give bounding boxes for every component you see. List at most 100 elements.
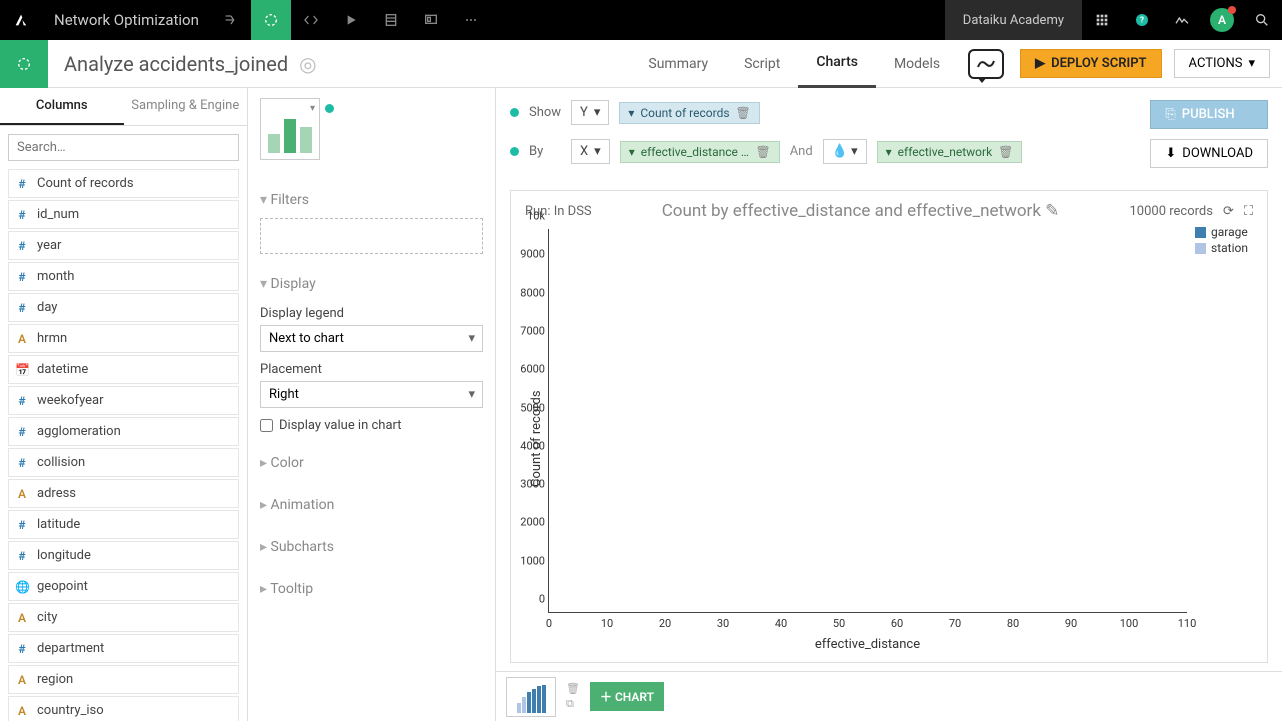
remove-icon[interactable]: 🗑 [755,145,770,159]
dataiku-logo[interactable] [0,0,42,40]
column-item[interactable]: Aregion [8,665,239,694]
avatar[interactable]: A [1202,0,1242,40]
and-label: And [790,144,813,159]
column-item[interactable]: #year [8,231,239,260]
tab-charts[interactable]: Charts [798,40,876,88]
filters-section[interactable]: Filters [260,188,483,212]
column-item[interactable]: #id_num [8,200,239,229]
color-section[interactable]: Color [260,451,483,475]
animation-section[interactable]: Animation [260,493,483,517]
tag-icon[interactable]: ◎ [299,52,316,76]
more-icon[interactable] [451,0,491,40]
column-item[interactable]: Ahrmn [8,324,239,353]
y-tick: 10k [510,210,545,223]
flow-icon[interactable] [211,0,251,40]
column-item[interactable]: #weekofyear [8,386,239,415]
column-item[interactable]: 🌐geopoint [8,572,239,601]
legend-label: Display legend [260,306,483,321]
y-tick: 1000 [510,554,545,567]
x-tick: 10 [601,617,613,630]
x-tick: 110 [1178,617,1197,630]
tab-script[interactable]: Script [726,40,798,88]
x-tick: 50 [833,617,845,630]
dataset-icon[interactable] [371,0,411,40]
column-name: longitude [37,548,91,563]
dashboard-icon[interactable] [411,0,451,40]
column-item[interactable]: #Count of records [8,169,239,198]
column-search-input[interactable] [8,134,239,161]
remove-icon[interactable]: 🗑 [736,106,751,120]
y-tick: 5000 [510,401,545,414]
publish-button[interactable]: ⎘ PUBLISH [1150,100,1268,129]
tooltip-section[interactable]: Tooltip [260,577,483,601]
column-name: hrmn [37,331,67,346]
x-tick: 100 [1120,617,1139,630]
project-name[interactable]: Network Optimization [42,11,211,29]
add-chart-button[interactable]: ＋ CHART [590,682,664,711]
and-axis-box[interactable]: 💧 ▾ [823,139,867,164]
sampling-tab[interactable]: Sampling & Engine [124,88,248,125]
type-icon: # [15,425,29,439]
apps-icon[interactable] [1082,0,1122,40]
notification-dot [1228,6,1236,14]
x-tick: 0 [546,617,552,630]
column-item[interactable]: #latitude [8,510,239,539]
recipe-logo[interactable] [0,40,48,88]
fullscreen-icon[interactable]: ⛶ [1244,204,1253,219]
column-item[interactable]: Acountry_iso [8,696,239,721]
remove-icon[interactable]: 🗑 [998,145,1013,159]
actions-button[interactable]: ACTIONS ▾ [1174,49,1270,78]
recipe-icon[interactable] [251,0,291,40]
discussion-icon[interactable] [968,49,1004,79]
run-icon[interactable] [331,0,371,40]
placement-select[interactable]: Right [260,381,483,408]
x-tick: 70 [949,617,961,630]
column-item[interactable]: Acity [8,603,239,632]
column-item[interactable]: 📅datetime [8,355,239,384]
search-icon[interactable] [1242,0,1282,40]
tab-models[interactable]: Models [876,40,958,88]
config-dot [325,104,334,113]
type-icon: 📅 [15,363,29,377]
y-axis-box[interactable]: Y ▾ [571,100,609,125]
chart-thumbnail[interactable] [506,677,556,717]
download-button[interactable]: ⬇ DOWNLOAD [1150,139,1268,168]
y-tick: 3000 [510,478,545,491]
tab-summary[interactable]: Summary [630,40,726,88]
y-tick: 2000 [510,516,545,529]
chart-type-selector[interactable] [260,98,320,160]
column-list: #Count of records#id_num#year#month#dayA… [0,169,247,721]
academy-label[interactable]: Dataiku Academy [945,0,1082,40]
y-pill[interactable]: ▾ Count of records🗑 [619,102,759,124]
delete-chart-icon[interactable]: 🗑 [566,682,580,695]
x-pill[interactable]: ▾ effective_distance (fix…🗑 [620,141,780,163]
display-value-checkbox[interactable] [260,419,273,432]
column-name: agglomeration [37,424,121,439]
column-name: city [37,610,57,625]
column-item[interactable]: #longitude [8,541,239,570]
placement-label: Placement [260,362,483,377]
column-item[interactable]: # agglomeration [8,417,239,446]
column-item[interactable]: #month [8,262,239,291]
help-icon[interactable]: ? [1122,0,1162,40]
column-name: adress [37,486,76,501]
duplicate-chart-icon[interactable]: ⧉ [566,697,580,711]
subcharts-section[interactable]: Subcharts [260,535,483,559]
column-item[interactable]: #collision [8,448,239,477]
legend-select[interactable]: Next to chart [260,325,483,352]
code-icon[interactable] [291,0,331,40]
activity-icon[interactable] [1162,0,1202,40]
column-item[interactable]: #department [8,634,239,663]
column-item[interactable]: Aadress [8,479,239,508]
and-pill[interactable]: ▾ effective_network🗑 [877,141,1023,163]
refresh-icon[interactable]: ⟳ [1223,204,1234,219]
y-tick: 6000 [510,363,545,376]
edit-title-icon[interactable]: ✎ [1045,201,1059,221]
column-item[interactable]: #day [8,293,239,322]
x-axis-box[interactable]: X ▾ [571,139,610,164]
display-section[interactable]: Display [260,272,483,296]
type-icon: # [15,456,29,470]
columns-tab[interactable]: Columns [0,88,124,125]
deploy-button[interactable]: ▶ DEPLOY SCRIPT [1020,49,1161,78]
filters-dropzone[interactable] [260,218,483,254]
